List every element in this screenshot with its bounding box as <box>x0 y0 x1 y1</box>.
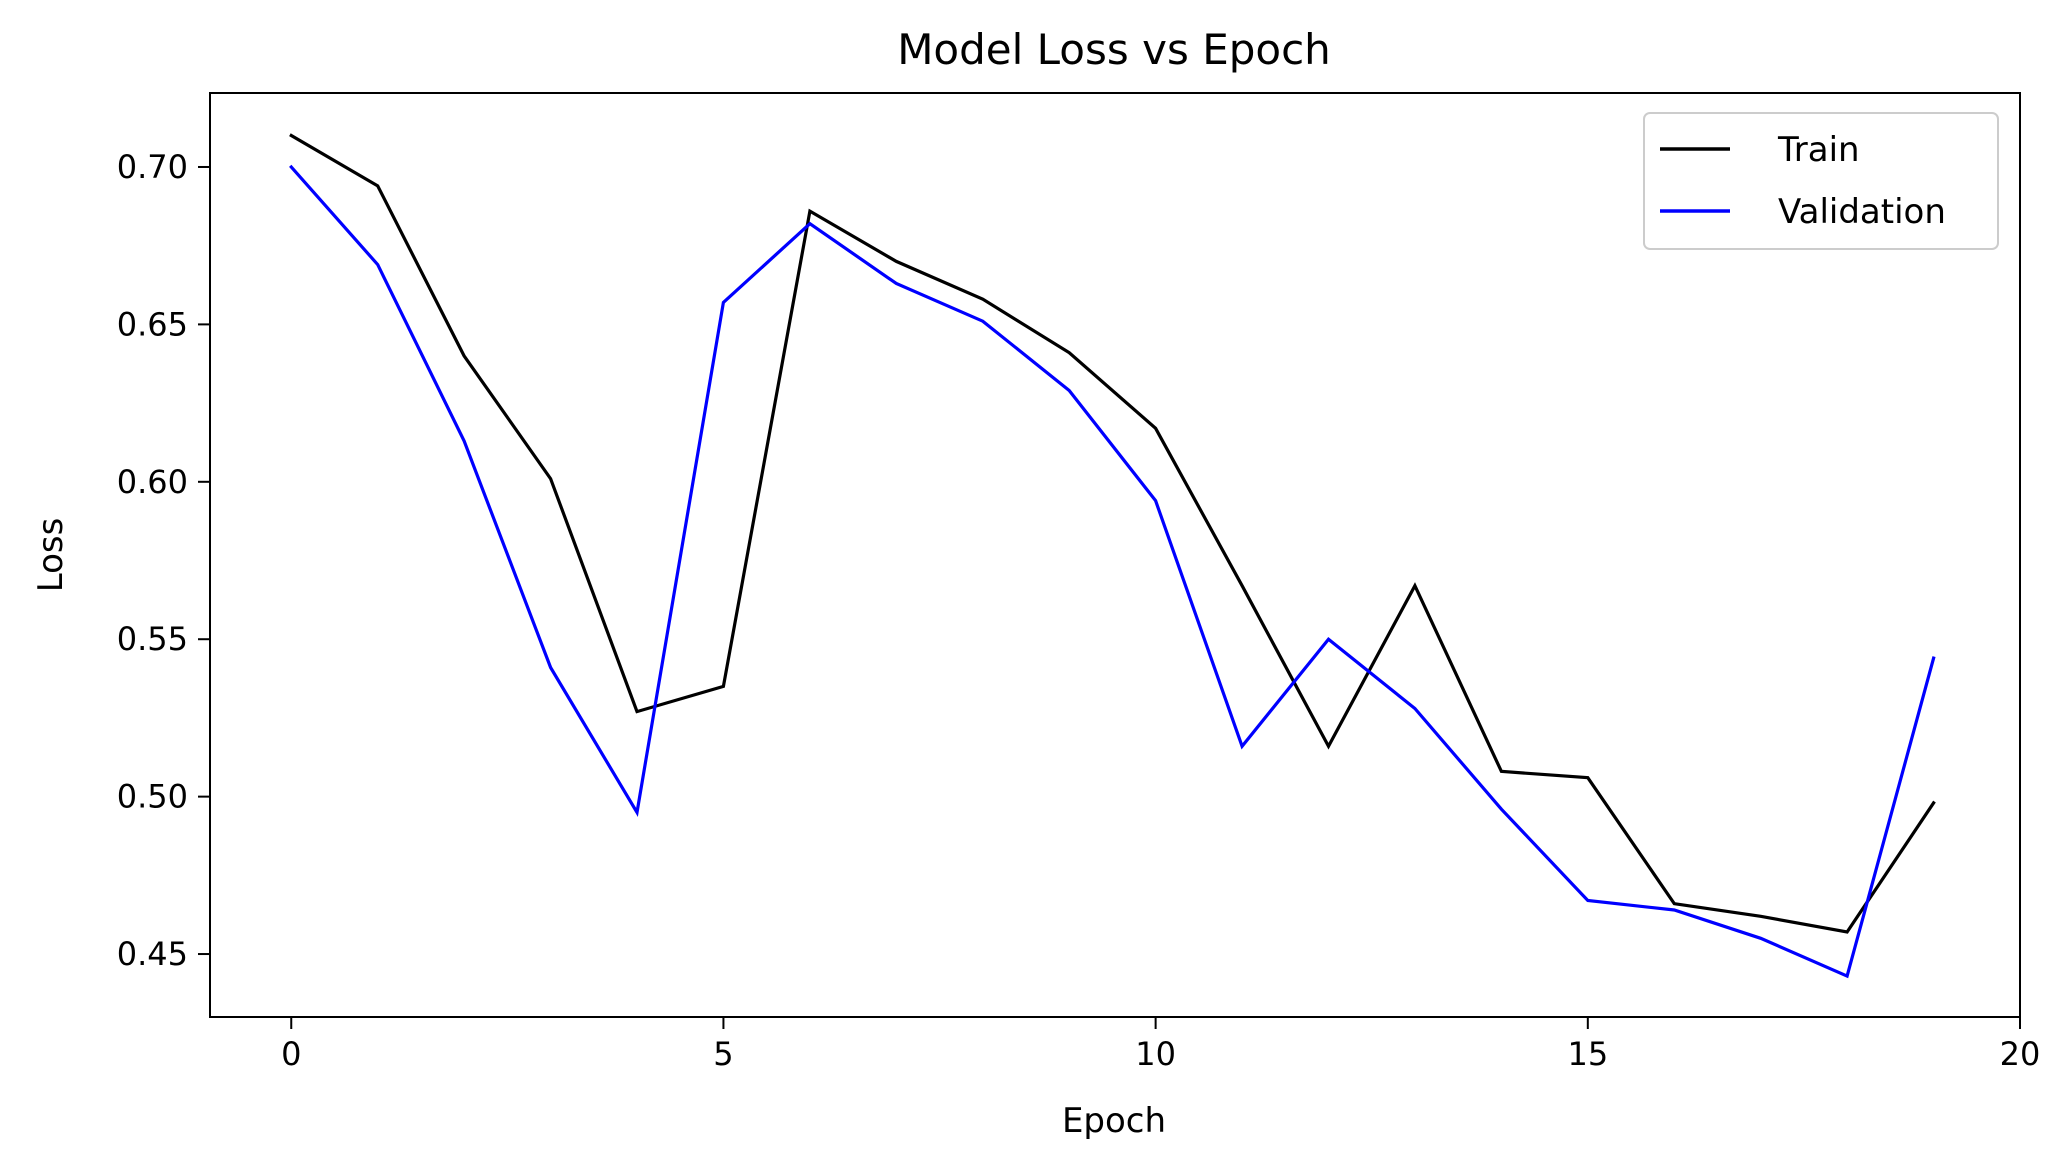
y-axis-ticks: 0.45 0.50 0.55 0.60 0.65 0.70 <box>117 148 210 973</box>
x-tick-label: 20 <box>2000 1035 2041 1073</box>
legend-label-validation: Validation <box>1778 192 1946 232</box>
legend: Train Validation <box>1643 112 1999 250</box>
chart-title: Model Loss vs Epoch <box>897 25 1331 74</box>
y-tick-label: 0.70 <box>117 148 188 186</box>
x-tick-label: 15 <box>1567 1035 1608 1073</box>
x-tick-label: 5 <box>713 1035 733 1073</box>
series-line-validation <box>289 164 1936 979</box>
x-axis-title: Epoch <box>1062 1101 1166 1141</box>
x-tick-label: 10 <box>1135 1035 1176 1073</box>
x-axis-ticks: 0 5 10 15 20 <box>281 1017 2040 1073</box>
plot-frame <box>209 92 2021 1018</box>
series-line-train <box>289 133 1936 934</box>
y-tick-label: 0.60 <box>117 463 188 501</box>
y-tick-label: 0.45 <box>117 935 188 973</box>
x-tick-label: 0 <box>281 1035 301 1073</box>
y-axis-title: Loss <box>31 518 71 593</box>
plot-area <box>289 133 1936 979</box>
legend-box <box>1643 112 1999 250</box>
y-tick-label: 0.50 <box>117 778 188 816</box>
y-tick-label: 0.65 <box>117 305 188 343</box>
legend-label-train: Train <box>1777 130 1860 170</box>
y-tick-label: 0.55 <box>117 620 188 658</box>
